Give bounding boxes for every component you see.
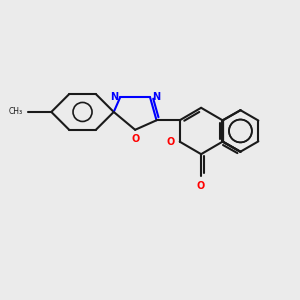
Text: O: O xyxy=(131,134,139,144)
Text: O: O xyxy=(166,137,174,147)
Text: N: N xyxy=(110,92,118,102)
Text: N: N xyxy=(152,92,160,102)
Text: O: O xyxy=(197,181,205,191)
Text: CH₃: CH₃ xyxy=(9,107,23,116)
